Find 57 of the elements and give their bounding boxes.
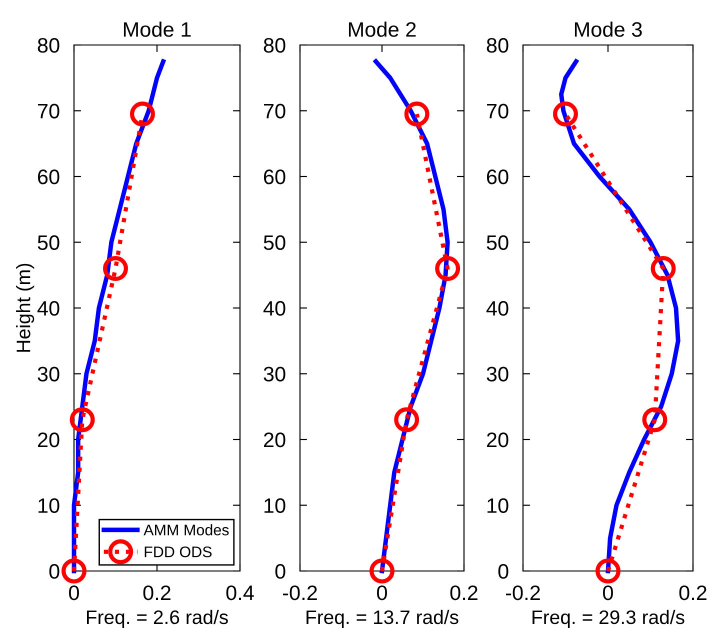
y-tick-label: 20 <box>264 432 286 448</box>
x-axis-title: Freq. = 2.6 rad/s <box>87 610 228 628</box>
y-tick-label: 0 <box>49 564 60 579</box>
point <box>435 256 460 282</box>
x-tick-label: -0.2 <box>282 585 317 600</box>
y-axis-title: Height (m) <box>16 264 34 352</box>
y-tick-label: 80 <box>264 38 286 53</box>
y-tick-label: 0 <box>498 564 508 579</box>
x-tick-label: 0.2 <box>450 585 478 600</box>
y-tick-label: 60 <box>264 170 286 184</box>
x-tick-label: -0.2 <box>506 585 540 600</box>
legend-label: FDD ODS <box>144 546 212 558</box>
point <box>553 102 578 127</box>
point <box>62 558 86 584</box>
y-tick-label: 40 <box>37 301 60 316</box>
y-tick-label: 50 <box>264 235 286 250</box>
point <box>404 102 430 127</box>
y-tick-label: 50 <box>38 235 60 250</box>
y-tick-label: 40 <box>263 301 286 316</box>
chart-title: Mode 1 <box>124 22 191 37</box>
point <box>650 256 676 282</box>
y-tick-label: 0 <box>275 564 286 579</box>
point <box>394 407 420 432</box>
y-tick-label: 60 <box>38 170 60 184</box>
point <box>370 558 394 584</box>
legend-label: AMM Modes <box>144 524 229 536</box>
x-tick-label: 0.2 <box>143 585 170 600</box>
y-tick-label: 40 <box>486 301 508 316</box>
y-tick-label: 10 <box>488 498 508 514</box>
y-tick-label: 80 <box>486 38 508 53</box>
y-tick-label: 30 <box>486 366 508 382</box>
y-tick-label: 30 <box>38 366 60 382</box>
point <box>103 256 128 282</box>
x-axis-title: Freq. = 13.7 rad/s <box>306 610 458 628</box>
x-tick-label: 0.2 <box>679 585 706 600</box>
y-tick-label: 10 <box>264 498 286 514</box>
point <box>642 407 668 432</box>
y-tick-label: 20 <box>38 432 60 448</box>
y-tick-label: 70 <box>38 104 60 119</box>
point <box>70 407 95 432</box>
y-tick-label: 70 <box>264 104 286 119</box>
x-tick-label: 0 <box>377 585 387 600</box>
x-tick-label: 0 <box>603 585 613 600</box>
chart-title: Mode 3 <box>574 22 642 37</box>
chart-title: Mode 2 <box>348 22 416 37</box>
y-tick-label: 50 <box>486 235 508 250</box>
point <box>130 102 155 127</box>
y-tick-label: 30 <box>264 366 286 382</box>
y-tick-label: 10 <box>38 498 60 514</box>
y-tick-label: 20 <box>486 432 508 448</box>
point <box>596 558 620 584</box>
y-tick-label: 60 <box>487 170 508 184</box>
x-axis-title: Freq. = 29.3 rad/s <box>532 610 684 628</box>
y-tick-label: 80 <box>38 38 60 53</box>
x-tick-label: 0 <box>69 585 79 600</box>
y-tick-label: 70 <box>487 104 508 119</box>
x-tick-label: 0.4 <box>226 585 254 600</box>
